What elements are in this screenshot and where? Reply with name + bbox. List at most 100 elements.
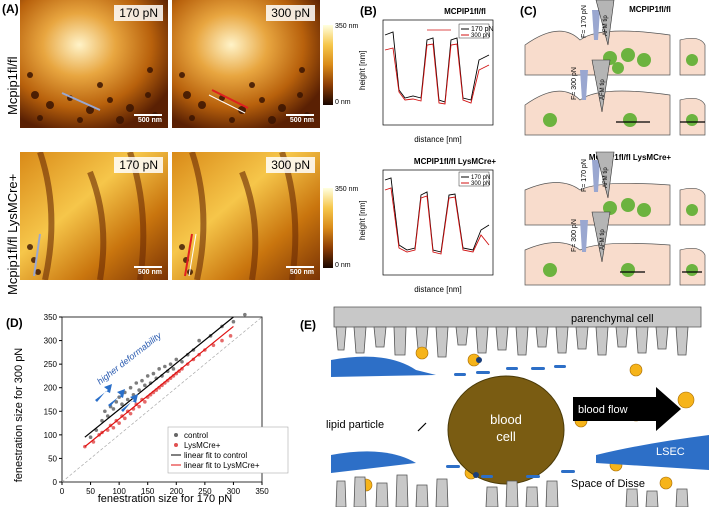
- x-tick-label: 0: [60, 487, 65, 496]
- x-tick-label: 150: [141, 487, 155, 496]
- liver-sinusoid-schematic: parenchymal cell blood cell lipid partic…: [326, 305, 709, 507]
- point-control: [171, 367, 176, 371]
- panel-a-label: (A): [2, 2, 19, 16]
- ylabel: height [nm]: [358, 200, 367, 240]
- colorbar-bottom-label: 0 nm: [335, 262, 351, 269]
- force-label: 300 pN: [266, 5, 315, 21]
- legend-170: 170 pN: [471, 26, 494, 33]
- point-control: [151, 371, 156, 376]
- point-control: [88, 435, 93, 440]
- y-tick-label: 250: [44, 360, 58, 369]
- point-lysm: [220, 338, 224, 343]
- colorbar: [323, 25, 333, 105]
- y-tick-label: 350: [44, 313, 58, 322]
- point-lysm: [123, 416, 127, 421]
- point-control: [103, 409, 107, 414]
- flow-arrow: [573, 387, 681, 431]
- force-label: 170 pN: [114, 157, 163, 173]
- schematic-step-4: F= 300 pN AFM tip: [524, 211, 706, 286]
- tip-label: AFM tip: [603, 15, 609, 36]
- point-control: [143, 383, 147, 388]
- colorbar: [323, 188, 333, 268]
- scatter-ylabel: fenestration size for 300 pN: [13, 348, 25, 483]
- scatter-xlabel: fenestration size for 170 pN: [98, 493, 233, 505]
- lsec-label: LSEC: [656, 446, 685, 458]
- point-control: [114, 400, 119, 404]
- blood-cell: [447, 375, 565, 485]
- scale-bar: 500 nm: [134, 266, 162, 276]
- point-control: [120, 402, 124, 407]
- point-control: [134, 381, 139, 385]
- panel-c-label: (C): [520, 4, 537, 18]
- force-label: 300 pN: [266, 157, 315, 173]
- fit-lysm: [84, 325, 234, 448]
- point-lysm: [117, 421, 121, 425]
- point-control: [105, 414, 110, 418]
- row2-label: Mcpip1fl/fl LysMCre+: [5, 173, 20, 295]
- force-170: F= 170 pN: [581, 5, 588, 38]
- parenchymal-bottom: [335, 474, 689, 507]
- tip-label: AFM tip: [600, 229, 606, 250]
- parenchymal-top: [333, 306, 702, 358]
- schematic-bottom-title: MCPIP1fl/fl LysMCre+: [589, 153, 671, 162]
- panel-e-label: (E): [300, 318, 316, 332]
- y-tick-label: 150: [44, 407, 58, 416]
- x-tick-label: 50: [86, 487, 95, 496]
- ylabel: height [nm]: [358, 50, 367, 90]
- force-300: F= 300 pN: [571, 67, 578, 100]
- lsec-top-left: [331, 356, 436, 377]
- point-control: [163, 364, 167, 369]
- legend-300: 300 pN: [471, 33, 490, 39]
- xlabel: distance [nm]: [414, 285, 462, 294]
- flow-label: blood flow: [578, 404, 628, 416]
- x-tick-label: 200: [170, 487, 184, 496]
- lipid-crossing-top: [476, 357, 482, 363]
- point-control: [243, 312, 247, 317]
- lipid-crossing-bottom: [473, 472, 479, 478]
- schematic-step-1: F= 170 pN AFM tip: [524, 0, 706, 76]
- point-lysm: [128, 411, 133, 416]
- point-control: [174, 357, 179, 362]
- point-control: [125, 397, 130, 402]
- lsec-bottom-left: [331, 451, 416, 473]
- schematic-top-title: MCPIP1fl/fl: [629, 5, 671, 14]
- panel-b-label: (B): [360, 4, 377, 18]
- fit-control: [84, 316, 234, 438]
- blood-cell-label-2: cell: [496, 429, 516, 444]
- colorbar-bottom-label: 0 nm: [335, 99, 351, 106]
- colorbar-top-label: 350 nm: [335, 23, 359, 30]
- legend-control: control: [184, 431, 208, 440]
- point-control: [137, 388, 141, 392]
- lsec-bottom-fragments: [446, 465, 575, 478]
- point-control: [100, 418, 104, 423]
- legend-fit-lysm: linear fit to LysMCre+: [184, 461, 260, 470]
- y-tick-label: 300: [44, 337, 58, 346]
- disse-label: Space of Disse: [571, 478, 645, 490]
- row1-label: Mcpip1fl/fl: [5, 56, 20, 115]
- scatter-legend: control LysMCre+ linear fit to control l…: [167, 426, 289, 474]
- x-tick-label: 350: [255, 487, 269, 496]
- y-tick-label: 0: [53, 478, 58, 487]
- profile-top-title: MCPIP1fl/fl: [444, 7, 486, 16]
- point-control: [197, 338, 201, 343]
- schematic-step-2: F= 300 pN AFM tip: [524, 59, 706, 136]
- point-control: [231, 319, 236, 324]
- scale-bar: 500 nm: [286, 266, 314, 276]
- lipid-arrow: [417, 422, 427, 432]
- scale-bar: 500 nm: [134, 114, 162, 124]
- y-tick-label: 100: [44, 431, 58, 440]
- x-tick-label: 300: [227, 487, 241, 496]
- profile-plot-bottom: MCPIP1fl/fl LysMCre+ 170 pN 300 pN heigh…: [358, 157, 496, 294]
- cell-schematic: MCPIP1fl/fl F= 170 pN AFM tip F= 300 pN …: [524, 0, 706, 286]
- lipid-label: lipid particle: [326, 419, 384, 431]
- colorbar-top-label: 350 nm: [335, 186, 359, 193]
- schematic-step-3: F= 170 pN AFM tip: [524, 151, 706, 226]
- point-lysm: [143, 400, 147, 404]
- point-lysm: [228, 334, 233, 338]
- scatter-plot: 0 50 100 150 200 250 300 350 0 50 100 150 200 250 300 3…: [13, 312, 289, 505]
- legend-fit-control: linear fit to control: [184, 451, 247, 460]
- scale-bar: 500 nm: [286, 114, 314, 124]
- point-control: [168, 362, 173, 366]
- legend-170: 170 pN: [471, 175, 490, 181]
- point-lysm: [111, 425, 116, 430]
